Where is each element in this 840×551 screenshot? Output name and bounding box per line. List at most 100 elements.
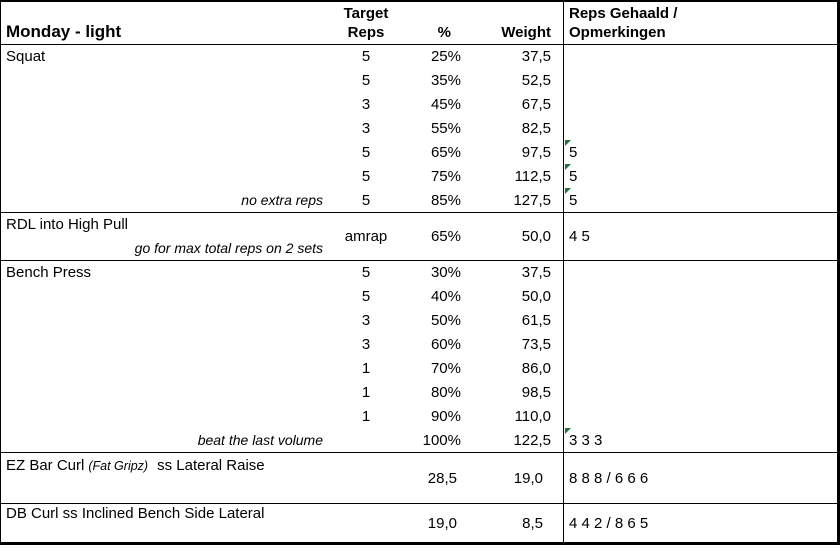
cell-weight[interactable]: 86,0 (521, 359, 551, 377)
cell-percent[interactable]: 45% (430, 96, 461, 114)
comment-flag-icon (565, 164, 571, 171)
cell-notes[interactable]: 5 (563, 140, 837, 165)
cell-notes[interactable] (563, 116, 837, 141)
cell-percent[interactable]: 35% (430, 72, 461, 90)
exercise-name-part1: EZ Bar Curl (6, 457, 85, 474)
cell-exercise-name[interactable] (1, 404, 331, 428)
cell-weight[interactable]: 50,0 (521, 288, 551, 306)
cell-notes[interactable] (563, 284, 837, 309)
cell-target-reps[interactable]: 3 (361, 96, 371, 114)
cell-notes[interactable]: 4 5 (563, 213, 837, 260)
cell-percent[interactable]: 40% (430, 288, 461, 306)
cell-exercise-name[interactable] (1, 357, 331, 381)
cell-exercise-name[interactable]: EZ Bar Curl (Fat Gripz) ss Lateral Raise (1, 453, 401, 478)
cell-exercise-name[interactable] (1, 117, 331, 141)
cell-percent[interactable]: 65% (430, 228, 461, 245)
spacer (555, 69, 563, 93)
cell-weight[interactable]: 19,0 (513, 469, 543, 487)
cell-target-reps[interactable]: 1 (361, 407, 371, 425)
cell-percent[interactable]: 70% (430, 359, 461, 377)
cell-weight[interactable]: 112,5 (514, 167, 551, 185)
cell-weight[interactable]: 98,5 (521, 383, 551, 401)
cell-notes[interactable] (563, 356, 837, 381)
cell-percent[interactable]: 60% (430, 336, 461, 354)
cell-percent[interactable]: 65% (430, 143, 461, 161)
cell-notes[interactable] (563, 308, 837, 333)
cell-notes[interactable] (563, 332, 837, 357)
cell-percent[interactable]: 55% (430, 120, 461, 137)
cell-target-reps[interactable]: 5 (361, 143, 371, 161)
cell-exercise-name[interactable]: RDL into High Pull (6, 216, 128, 234)
spacer (555, 2, 563, 44)
cell-target-reps[interactable]: 1 (361, 383, 371, 401)
cell-notes[interactable]: 5 (563, 188, 837, 213)
cell-notes[interactable] (563, 404, 837, 429)
cell-notes[interactable] (563, 92, 837, 117)
cell-exercise-name[interactable] (1, 285, 331, 309)
set-row: 3 55% 82,5 (1, 116, 837, 141)
cell-notes[interactable]: 5 (563, 164, 837, 189)
cell-target-reps[interactable]: 5 (361, 72, 371, 90)
cell-exercise-name[interactable]: DB Curl ss Inclined Bench Side Lateral (6, 505, 265, 522)
cell-weight[interactable]: 61,5 (521, 312, 551, 330)
cell-weight[interactable]: 110,0 (514, 407, 551, 425)
cell-exercise-name[interactable] (1, 164, 331, 188)
cell-percent[interactable]: 80% (430, 383, 461, 401)
cell-exercise-name[interactable] (1, 380, 331, 404)
notes-value: 5 (569, 167, 578, 185)
cell-notes[interactable]: 8 8 8 / 6 6 6 (563, 453, 837, 503)
section-ez-bar-curl: EZ Bar Curl (Fat Gripz) ss Lateral Raise… (1, 453, 837, 504)
cell-notes[interactable] (563, 380, 837, 405)
cell-weight[interactable]: 122,5 (513, 431, 551, 449)
cell-weight[interactable]: 8,5 (522, 514, 543, 532)
cell-notes[interactable]: 4 4 2 / 8 6 5 (563, 504, 837, 542)
cell-target-reps[interactable]: 5 (361, 288, 371, 306)
cell-weight[interactable]: 82,5 (521, 120, 551, 137)
cell-percent[interactable]: 75% (430, 167, 461, 185)
cell-notes[interactable] (563, 68, 837, 93)
cell-weight[interactable]: 67,5 (521, 96, 551, 114)
set-row: 1 80% 98,5 (1, 380, 837, 405)
cell-exercise-name[interactable] (1, 140, 331, 164)
cell-target-reps[interactable]: 3 (361, 312, 371, 330)
cell-weight[interactable]: 37,5 (521, 48, 551, 66)
cell-weight[interactable]: 97,5 (521, 143, 551, 161)
cell-weight[interactable]: 127,5 (513, 191, 551, 209)
cell-exercise-name[interactable] (1, 309, 331, 333)
cell-percent[interactable]: 25% (430, 48, 461, 66)
cell-weight[interactable]: 73,5 (521, 336, 551, 354)
cell-exercise-name[interactable] (1, 69, 331, 93)
cell-percent[interactable]: 28,5 (427, 469, 457, 487)
cell-target-reps[interactable]: 5 (361, 167, 371, 185)
cell-percent[interactable]: 85% (430, 191, 461, 209)
cell-percent[interactable]: 19,0 (427, 514, 457, 532)
cell-target-reps[interactable]: 5 (361, 48, 371, 66)
cell-notes[interactable]: 3 3 3 (563, 428, 837, 452)
cell-target-reps[interactable]: 3 (361, 120, 371, 137)
cell-notes[interactable] (563, 261, 837, 285)
cell-percent[interactable]: 30% (430, 264, 461, 282)
cell-percent[interactable]: 100% (422, 431, 461, 449)
notes-value: 5 (569, 191, 578, 209)
cell-exercise-name[interactable] (1, 333, 331, 357)
notes-header-line2: Opmerkingen (569, 24, 666, 41)
cell-exercise-name[interactable] (1, 93, 331, 117)
cell-exercise-name[interactable]: Squat (6, 48, 46, 66)
cell-weight[interactable]: 52,5 (521, 72, 551, 90)
cell-target-reps[interactable]: 1 (361, 359, 371, 377)
cell-percent[interactable]: 50% (430, 312, 461, 330)
cell-target-reps[interactable]: 5 (361, 264, 371, 282)
cell-note-text[interactable]: no extra reps (241, 192, 323, 209)
cell-weight[interactable]: 37,5 (521, 264, 551, 282)
cell-target-reps[interactable]: amrap (344, 228, 388, 245)
cell-target-reps[interactable]: 3 (361, 336, 371, 354)
cell-note-text[interactable]: go for max total reps on 2 sets (134, 240, 323, 257)
cell-target-reps[interactable] (331, 428, 401, 452)
cell-target-reps[interactable]: 5 (361, 191, 371, 209)
cell-percent[interactable]: 90% (430, 407, 461, 425)
cell-note-text[interactable]: beat the last volume (197, 432, 323, 449)
cell-weight[interactable]: 50,0 (521, 228, 551, 245)
page-title: Monday - light (6, 22, 122, 41)
cell-exercise-name[interactable]: Bench Press (6, 264, 92, 282)
cell-notes[interactable] (563, 45, 837, 69)
